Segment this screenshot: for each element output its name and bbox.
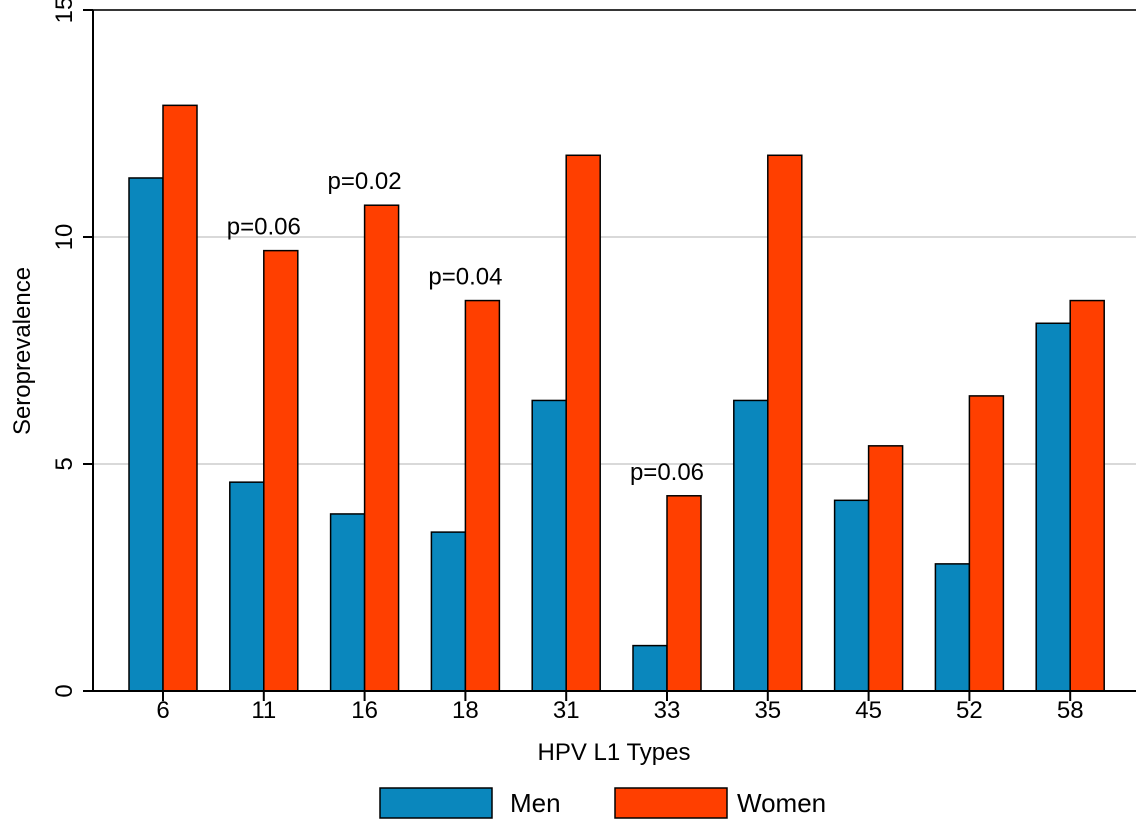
legend-swatch-women: [614, 787, 728, 819]
bar-women-58: [1069, 299, 1105, 692]
tick-labels: 0 5 10 15 6 11 16 18 31 33 35 45 52 58: [51, 0, 1084, 724]
p-value-annotation: p=0.06: [227, 214, 301, 241]
bar-men-58: [1035, 322, 1071, 692]
x-tick-label: 31: [553, 697, 580, 724]
bar-men-18: [430, 531, 467, 692]
p-value-annotation: p=0.02: [328, 168, 402, 195]
bar-women-6: [162, 104, 198, 692]
x-tick-label: 33: [654, 697, 681, 724]
bar-men-45: [833, 499, 870, 692]
p-value-annotation: p=0.06: [630, 459, 704, 486]
annotations: p=0.06 p=0.02 p=0.04 p=0.06: [227, 168, 704, 486]
axes: [83, 9, 1136, 701]
bar-men-33: [632, 644, 668, 692]
legend-label-men: Men: [510, 788, 561, 818]
bar-men-35: [733, 399, 769, 692]
x-tick-label: 58: [1057, 697, 1084, 724]
x-tick-label: 6: [156, 697, 169, 724]
y-tick-label: 10: [51, 224, 78, 251]
x-tick-label: 45: [855, 697, 882, 724]
bar-men-11: [229, 481, 265, 692]
bar-men-31: [531, 399, 567, 692]
x-tick-label: 16: [351, 697, 378, 724]
x-tick-label: 35: [754, 697, 781, 724]
bar-women-31: [565, 154, 601, 692]
bar-women-52: [968, 395, 1005, 692]
bar-men-16: [329, 513, 366, 692]
x-tick-label: 18: [452, 697, 479, 724]
bar-women-33: [666, 495, 702, 692]
bar-women-16: [363, 204, 400, 692]
p-value-annotation: p=0.04: [428, 264, 502, 291]
bar-women-45: [867, 445, 904, 692]
legend-label-women: Women: [737, 788, 826, 818]
x-tick-label: 52: [956, 697, 983, 724]
bar-men-52: [934, 563, 971, 692]
legend-swatch-men: [379, 787, 493, 819]
bar-women-18: [464, 299, 501, 692]
y-tick-label: 15: [51, 0, 78, 23]
y-tick-label: 5: [51, 457, 78, 470]
bar-women-35: [767, 154, 803, 692]
bar-women-11: [263, 249, 299, 692]
y-tick-label: 0: [51, 684, 78, 697]
bars: [128, 104, 1105, 692]
legend: Men Women: [379, 787, 826, 819]
bar-men-6: [128, 177, 164, 692]
x-tick-label: 11: [251, 697, 276, 724]
y-axis-title: Seroprevalence: [9, 267, 36, 435]
x-axis-title: HPV L1 Types: [538, 739, 691, 766]
